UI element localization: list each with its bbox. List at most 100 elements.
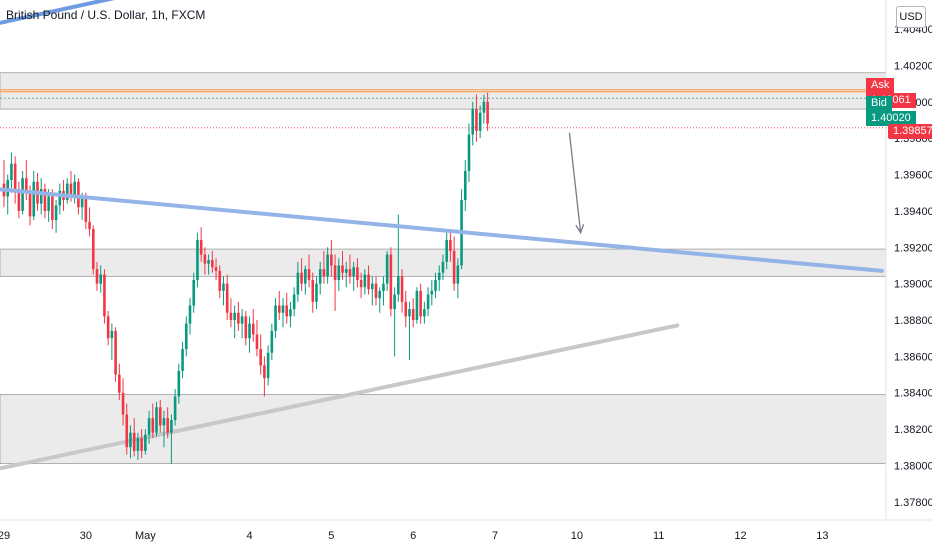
x-tick-label: 4 [246, 530, 252, 542]
time-axis [0, 520, 932, 550]
candle [147, 418, 151, 435]
y-tick-label: 1.38000 [894, 460, 932, 472]
candle [244, 316, 248, 339]
currency-button[interactable]: USD [896, 6, 926, 28]
ask-price-tag: Ask1.40061 [866, 78, 932, 108]
candle [170, 420, 173, 433]
candle [10, 163, 13, 180]
candle [393, 294, 396, 310]
candle [307, 269, 311, 280]
last-price-tag: 1.39857 [888, 124, 932, 139]
bid-price-tag: Bid1.40020 [866, 96, 932, 126]
candle [218, 270, 222, 291]
candle [292, 294, 296, 310]
candle [281, 305, 285, 313]
candle [158, 407, 162, 426]
candle [423, 309, 426, 317]
candle [415, 290, 419, 320]
candle [378, 290, 382, 299]
x-tick-label: 11 [653, 530, 664, 542]
candle [333, 265, 337, 280]
candle [344, 269, 348, 273]
candle [389, 254, 393, 310]
zone-2 [0, 394, 887, 465]
candle [39, 189, 43, 204]
y-tick-label: 1.38400 [894, 388, 932, 400]
candle [463, 170, 467, 200]
candle [341, 265, 344, 273]
candle [80, 198, 84, 208]
arrow-head [575, 224, 585, 235]
candle [132, 432, 136, 451]
symbol-title[interactable]: British Pound / U.S. Dollar, 1h, FXCM [6, 8, 206, 22]
candle [370, 283, 374, 290]
candle [471, 109, 475, 135]
y-tick-label: 1.38200 [894, 424, 932, 436]
x-tick-label: 12 [734, 530, 746, 542]
candle [54, 205, 58, 220]
arrow-annotation [568, 132, 582, 233]
y-tick-label: 1.39400 [894, 206, 932, 218]
candle [374, 283, 378, 299]
candle [88, 221, 91, 230]
candle [478, 112, 482, 131]
candle [240, 316, 244, 324]
x-tick-label: 10 [571, 530, 583, 542]
y-tick-label: 1.38800 [894, 315, 932, 327]
candle [330, 254, 333, 266]
candle [203, 254, 207, 264]
candle [348, 269, 352, 277]
candle [188, 305, 192, 324]
candle [77, 181, 80, 208]
candle [289, 309, 292, 317]
candle [233, 312, 236, 320]
candle [192, 280, 196, 306]
candle [166, 418, 169, 433]
candle [452, 250, 456, 284]
candle [17, 192, 21, 211]
candle [229, 312, 233, 320]
candle [177, 370, 181, 397]
candle [255, 334, 259, 350]
y-tick-label: 1.38600 [894, 351, 932, 363]
candle [441, 261, 445, 273]
trendline-support [0, 323, 680, 471]
y-tick-label: 1.39200 [894, 242, 932, 254]
candle [285, 305, 289, 317]
candle [445, 240, 448, 262]
candle [486, 101, 489, 124]
candle [106, 316, 110, 339]
candle [352, 267, 355, 277]
candle [211, 260, 214, 268]
candle [95, 269, 99, 284]
candle [277, 305, 281, 313]
trendline-resistance [0, 187, 884, 273]
candle [400, 276, 404, 302]
candle [155, 407, 158, 433]
y-tick-label: 1.39600 [894, 170, 932, 182]
candle [84, 198, 88, 222]
candle [426, 294, 430, 310]
candle [318, 269, 322, 284]
candle [47, 196, 50, 211]
candle [162, 418, 166, 426]
candle [58, 190, 62, 206]
y-tick-label: 1.40200 [894, 60, 932, 72]
candle [140, 438, 143, 451]
candle [382, 283, 385, 291]
candles [2, 92, 489, 464]
candle [356, 267, 359, 280]
candle [300, 272, 303, 284]
candle [110, 330, 114, 339]
candle [274, 305, 277, 331]
candle [411, 309, 415, 320]
candle [419, 290, 422, 317]
candle [430, 290, 434, 295]
bid-value: 1.40020 [866, 111, 916, 126]
candle [25, 178, 28, 193]
candle [322, 269, 326, 277]
candle [367, 274, 370, 290]
candle [121, 392, 125, 415]
candle [337, 265, 341, 280]
